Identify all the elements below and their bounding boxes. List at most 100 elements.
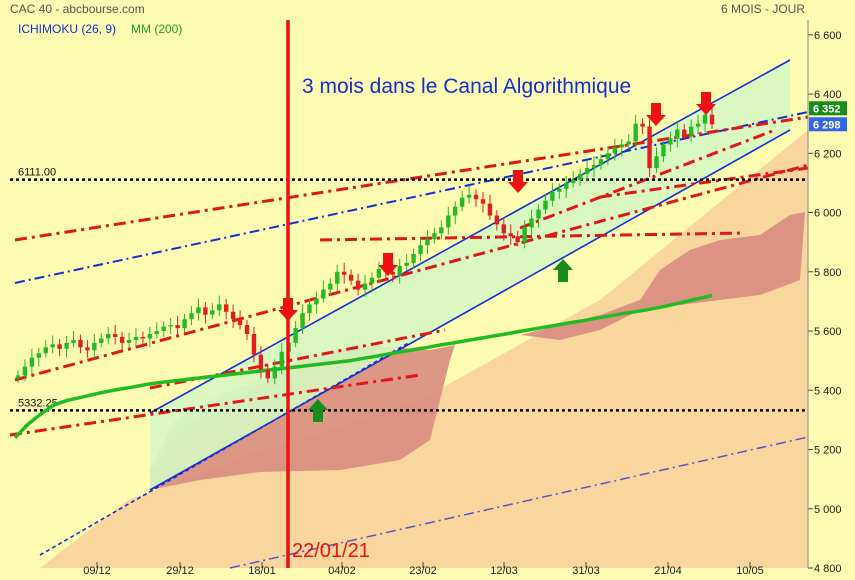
candle-body — [196, 307, 201, 314]
candle-body — [432, 233, 437, 240]
candle — [668, 131, 673, 152]
candle-body — [71, 339, 76, 343]
candle — [682, 124, 687, 140]
candle — [272, 359, 277, 385]
candle-body — [480, 199, 486, 204]
candle-body — [466, 194, 472, 198]
candle-body — [272, 366, 277, 379]
candle — [182, 313, 187, 333]
x-tick-label: 10/05 — [736, 565, 764, 577]
candle-body — [182, 319, 187, 329]
candle — [466, 185, 472, 204]
candle — [584, 160, 590, 182]
signal-arrows — [278, 92, 716, 422]
candle — [577, 168, 583, 186]
candle-body — [64, 342, 69, 349]
mm200-line — [13, 293, 713, 439]
x-tick-label: 31/03 — [572, 565, 600, 577]
candle — [508, 224, 513, 246]
candle — [515, 230, 520, 247]
candle-body — [654, 156, 659, 169]
candle-body — [425, 239, 430, 246]
candle — [529, 209, 534, 235]
candle-body — [244, 325, 250, 334]
candle — [126, 332, 132, 348]
candle-body — [78, 339, 83, 348]
candle — [321, 280, 326, 303]
candle-body — [133, 336, 139, 340]
candle — [571, 171, 576, 188]
candle-body — [168, 325, 173, 327]
candle-body — [571, 179, 576, 183]
candle-body — [43, 347, 48, 354]
candle — [661, 139, 666, 163]
candle — [376, 261, 382, 283]
candle — [362, 274, 368, 297]
candle — [494, 210, 500, 231]
candle — [258, 345, 264, 379]
candle-body — [536, 209, 541, 219]
candle — [133, 328, 139, 346]
candle-body — [314, 298, 319, 305]
candle — [335, 264, 340, 292]
mm200-legend: MM (200) — [131, 22, 183, 36]
x-tick-label: 12/03 — [490, 565, 518, 577]
y-tick-label: 6 200 — [814, 148, 842, 160]
candle — [147, 326, 153, 348]
candle-body — [189, 313, 194, 320]
level-label-1: 6111.00 — [18, 167, 56, 179]
candle-body — [675, 129, 680, 139]
candle-body — [147, 333, 153, 339]
candle — [140, 331, 146, 346]
event-date-label: 22/01/21 — [292, 540, 370, 562]
candle — [411, 248, 416, 269]
candle — [293, 320, 298, 348]
candle-body — [106, 333, 111, 339]
candle — [612, 138, 618, 161]
candle — [543, 193, 548, 215]
candle — [15, 370, 21, 383]
candle-body — [335, 271, 340, 284]
candle-body — [279, 351, 284, 367]
candle — [175, 316, 180, 337]
candle-body — [161, 326, 166, 332]
candle — [64, 335, 69, 358]
candle — [154, 322, 159, 339]
candle — [106, 326, 111, 345]
candle-body — [154, 331, 159, 334]
candle — [217, 295, 222, 317]
x-tick-label: 09/12 — [83, 565, 111, 577]
candle — [161, 321, 166, 337]
candle — [36, 347, 42, 367]
candle-body — [668, 138, 673, 145]
signal-arrow-down-6 — [646, 103, 666, 126]
candle — [237, 310, 243, 330]
candle-body — [85, 347, 90, 351]
cloud-bull — [40, 130, 808, 568]
candle-body — [709, 114, 715, 125]
candle — [397, 258, 402, 284]
red-channel-line-5 — [319, 231, 746, 242]
candle-body — [584, 168, 590, 175]
signal-arrow-up-5 — [553, 259, 573, 282]
candle-body — [598, 159, 604, 166]
candle-body — [376, 268, 382, 278]
candle — [355, 273, 361, 296]
candle-body — [647, 126, 652, 169]
candle-body — [695, 123, 701, 127]
candle — [341, 262, 347, 284]
candle — [626, 134, 631, 149]
axes: 6 600 6 400 6 200 6 000 5 800 5 600 5 400 5 200… — [83, 20, 842, 577]
candle-body — [522, 227, 527, 243]
candle-body — [640, 123, 645, 127]
candle — [168, 317, 173, 334]
y-tick-label: 6 600 — [814, 30, 842, 42]
candle — [550, 182, 555, 207]
candle — [196, 298, 201, 321]
y-tick-label: 6 400 — [814, 89, 842, 101]
candle — [210, 303, 215, 320]
candle-body — [591, 165, 597, 169]
candle — [605, 146, 611, 166]
candle — [619, 139, 624, 157]
candle-body — [265, 369, 271, 379]
